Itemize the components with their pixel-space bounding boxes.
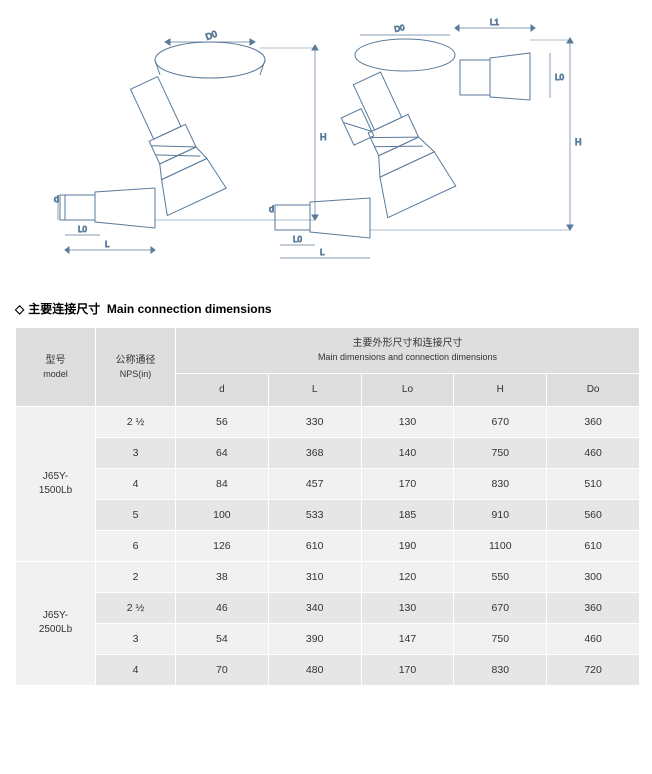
cell-L: 480: [268, 654, 361, 685]
cell-H: 670: [454, 592, 547, 623]
cell-d: 64: [176, 437, 269, 468]
cell-nps: 2: [96, 561, 176, 592]
cell-nps: 3: [96, 437, 176, 468]
col-Lo: Lo: [361, 373, 454, 406]
cell-L: 310: [268, 561, 361, 592]
cell-d: 38: [176, 561, 269, 592]
cell-Lo: 130: [361, 592, 454, 623]
cell-Do: 460: [547, 437, 640, 468]
table-row: 364368140750460: [16, 437, 640, 468]
cell-Do: 460: [547, 623, 640, 654]
cell-Do: 610: [547, 530, 640, 561]
cell-Lo: 170: [361, 468, 454, 499]
cell-Lo: 140: [361, 437, 454, 468]
cell-Do: 720: [547, 654, 640, 685]
col-H: H: [454, 373, 547, 406]
table-row: 484457170830510: [16, 468, 640, 499]
section-title: ◇ 主要连接尺寸 Main connection dimensions: [15, 300, 652, 317]
cell-Lo: 120: [361, 561, 454, 592]
cell-nps: 4: [96, 654, 176, 685]
table-row: 5100533185910560: [16, 499, 640, 530]
cell-Lo: 185: [361, 499, 454, 530]
cell-nps: 2 ½: [96, 406, 176, 437]
svg-text:L1: L1: [490, 18, 499, 27]
cell-L: 330: [268, 406, 361, 437]
svg-text:L0: L0: [293, 235, 302, 244]
cell-Do: 510: [547, 468, 640, 499]
diamond-icon: ◇: [15, 302, 24, 316]
cell-H: 670: [454, 406, 547, 437]
table-row: J65Y-1500Lb2 ½56330130670360: [16, 406, 640, 437]
svg-text:L: L: [320, 248, 325, 257]
table-row: 2 ½46340130670360: [16, 592, 640, 623]
cell-nps: 3: [96, 623, 176, 654]
cell-nps: 6: [96, 530, 176, 561]
model-cell: J65Y-2500Lb: [16, 561, 96, 685]
cell-Lo: 190: [361, 530, 454, 561]
svg-text:D0: D0: [394, 23, 406, 34]
cell-d: 46: [176, 592, 269, 623]
cell-L: 390: [268, 623, 361, 654]
cell-d: 126: [176, 530, 269, 561]
cell-d: 56: [176, 406, 269, 437]
col-main: 主要外形尺寸和连接尺寸 Main dimensions and connecti…: [176, 328, 640, 374]
col-nps: 公称通径 NPS(in): [96, 328, 176, 407]
col-d: d: [176, 373, 269, 406]
section-title-en: Main connection dimensions: [107, 302, 272, 316]
cell-Lo: 130: [361, 406, 454, 437]
cell-H: 910: [454, 499, 547, 530]
cell-nps: 2 ½: [96, 592, 176, 623]
cell-d: 70: [176, 654, 269, 685]
svg-text:L0: L0: [555, 73, 564, 82]
cell-Lo: 147: [361, 623, 454, 654]
table-body: J65Y-1500Lb2 ½56330130670360364368140750…: [16, 406, 640, 685]
cell-L: 368: [268, 437, 361, 468]
cell-Lo: 170: [361, 654, 454, 685]
table-row: J65Y-2500Lb238310120550300: [16, 561, 640, 592]
cell-d: 84: [176, 468, 269, 499]
svg-text:D0: D0: [204, 29, 218, 42]
model-cell: J65Y-1500Lb: [16, 406, 96, 561]
cell-H: 550: [454, 561, 547, 592]
technical-drawings: D0 d L0 L: [0, 0, 652, 290]
cell-L: 610: [268, 530, 361, 561]
section-title-cn: 主要连接尺寸: [28, 302, 100, 316]
cell-Do: 300: [547, 561, 640, 592]
valve-drawing-right: D0 L1 L0 d: [275, 20, 575, 270]
cell-H: 750: [454, 623, 547, 654]
cell-L: 340: [268, 592, 361, 623]
cell-Do: 560: [547, 499, 640, 530]
cell-L: 533: [268, 499, 361, 530]
col-model: 型号 model: [16, 328, 96, 407]
col-Do: Do: [547, 373, 640, 406]
table-row: 61266101901100610: [16, 530, 640, 561]
cell-H: 1100: [454, 530, 547, 561]
table-row: 470480170830720: [16, 654, 640, 685]
cell-d: 100: [176, 499, 269, 530]
cell-H: 830: [454, 654, 547, 685]
cell-nps: 5: [96, 499, 176, 530]
cell-nps: 4: [96, 468, 176, 499]
cell-Do: 360: [547, 592, 640, 623]
cell-L: 457: [268, 468, 361, 499]
svg-text:H: H: [575, 137, 582, 147]
cell-H: 830: [454, 468, 547, 499]
svg-text:d: d: [269, 204, 274, 214]
table-row: 354390147750460: [16, 623, 640, 654]
col-L: L: [268, 373, 361, 406]
dimensions-table: 型号 model 公称通径 NPS(in) 主要外形尺寸和连接尺寸 Main d…: [15, 327, 640, 686]
cell-d: 54: [176, 623, 269, 654]
cell-H: 750: [454, 437, 547, 468]
svg-text:L: L: [105, 240, 110, 249]
svg-text:L0: L0: [78, 225, 87, 234]
cell-Do: 360: [547, 406, 640, 437]
